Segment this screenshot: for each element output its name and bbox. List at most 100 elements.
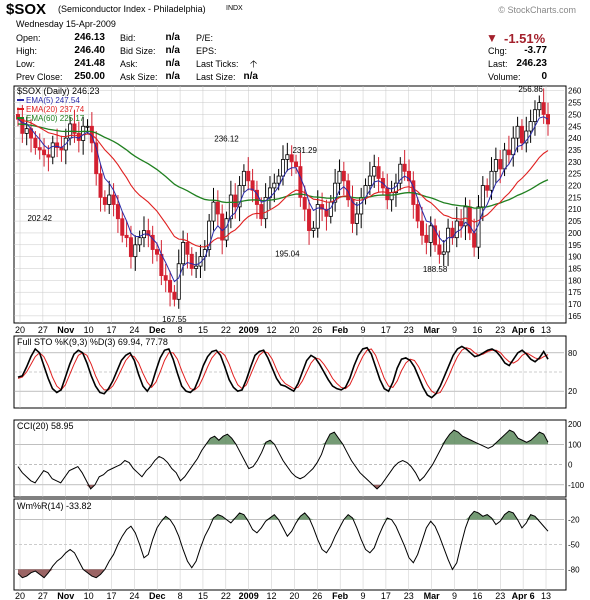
bottom-x-tick-label: 16: [472, 591, 482, 600]
x-tick-label: 8: [178, 325, 183, 335]
x-tick-label: 20: [289, 325, 299, 335]
candle-body: [446, 227, 451, 253]
candle-body: [172, 291, 177, 300]
candle-body: [85, 125, 90, 128]
candle-body: [302, 196, 307, 210]
bottom-x-tick-label: 23: [495, 591, 505, 600]
price-y-tick-label: 170: [568, 300, 582, 309]
candle-body: [389, 192, 394, 201]
stockcharts-credit[interactable]: © StockCharts.com: [498, 5, 576, 15]
price-y-tick-label: 190: [568, 253, 582, 262]
candle-body: [354, 213, 359, 224]
legend-label-0: EMA(5) 247.54: [26, 96, 80, 105]
candle-body: [350, 199, 355, 224]
prev-close-label: Prev Close:: [16, 72, 63, 82]
bottom-x-tick-label: 26: [312, 591, 322, 600]
candle-body: [398, 163, 403, 184]
x-tick-label: 15: [198, 325, 208, 335]
candle-body: [320, 204, 325, 210]
candle-body: [55, 142, 60, 149]
price-y-tick-label: 250: [568, 110, 582, 119]
x-tick-label: 22: [221, 325, 231, 335]
candle-body: [493, 159, 498, 172]
candle-body: [415, 204, 420, 222]
cci-y-tick-label: 200: [568, 420, 582, 429]
bottom-x-tick-label: 13: [541, 591, 551, 600]
candle-body: [502, 149, 507, 170]
bottom-x-tick-label: Dec: [149, 591, 166, 600]
candle-body: [276, 175, 281, 184]
candle-body: [420, 220, 425, 236]
candle-body: [20, 118, 25, 134]
candle-body: [372, 166, 377, 177]
low-value: 241.48: [74, 58, 105, 69]
ask-label: Ask:: [120, 59, 138, 69]
candle-body: [428, 225, 433, 243]
price-y-tick-label: 235: [568, 146, 582, 155]
bid-label: Bid:: [120, 33, 136, 43]
price-y-tick-label: 200: [568, 229, 582, 238]
ema5-line: [17, 116, 549, 283]
candle-body: [441, 251, 446, 255]
candle-body: [211, 201, 216, 222]
bottom-x-tick-label: 17: [381, 591, 391, 600]
candle-body: [185, 242, 190, 255]
bottom-x-tick-label: 15: [198, 591, 208, 600]
x-tick-label: Dec: [149, 325, 166, 335]
candle-body: [367, 175, 372, 186]
price-y-tick-label: 245: [568, 122, 582, 131]
candle-body: [207, 220, 212, 250]
candle-body: [424, 234, 429, 243]
down-triangle-icon: ▼: [486, 31, 498, 45]
x-tick-label: 9: [361, 325, 366, 335]
cci-line: [17, 429, 549, 490]
candle-body: [33, 137, 38, 149]
wmr-line: [17, 510, 549, 579]
bottom-x-tick-label: 20: [289, 591, 299, 600]
bottom-x-tick-label: 2009: [239, 591, 259, 600]
price-title: $SOX (Daily) 246.23: [17, 86, 100, 96]
x-tick-label: 12: [267, 325, 277, 335]
sto-y-tick-label: 20: [568, 387, 577, 396]
bottom-x-tick-label: 8: [178, 591, 183, 600]
price-y-tick-label: 210: [568, 205, 582, 214]
cci-y-tick-label: 0: [568, 461, 573, 470]
open-label: Open:: [16, 33, 41, 43]
candle-body: [259, 204, 264, 220]
candle-body: [163, 275, 168, 281]
candle-body: [485, 185, 490, 191]
candle-body: [94, 142, 99, 175]
volume-label: Volume:: [488, 72, 521, 82]
change-percent: -1.51%: [504, 31, 546, 46]
bottom-x-tick-label: Feb: [332, 591, 349, 600]
candle-body: [181, 242, 186, 265]
candle-body: [168, 279, 173, 293]
wmr-title: Wm%R(14) -33.82: [17, 501, 92, 511]
ask-value: n/a: [165, 58, 180, 69]
candle-body: [298, 166, 303, 198]
bottom-x-tick-label: 24: [129, 591, 139, 600]
chg-value: -3.77: [524, 45, 547, 56]
low-label: Low:: [16, 59, 36, 69]
cci-overbought-fill: [18, 430, 548, 445]
candle-body: [98, 173, 103, 198]
price-y-tick-label: 220: [568, 182, 582, 191]
x-tick-label: Feb: [332, 325, 349, 335]
candle-body: [532, 109, 537, 122]
price-y-tick-label: 205: [568, 217, 582, 226]
price-y-tick-label: 195: [568, 241, 582, 250]
candle-body: [150, 234, 155, 250]
candle-body: [37, 147, 42, 151]
x-tick-label: 23: [495, 325, 505, 335]
price-annotation: 167.55: [162, 315, 187, 324]
candle-body: [107, 194, 112, 205]
x-tick-label: Mar: [424, 325, 441, 335]
bottom-x-tick-label: 12: [267, 591, 277, 600]
open-value: 246.13: [74, 32, 105, 43]
exchange-label: INDX: [226, 5, 243, 12]
candle-body: [124, 234, 129, 239]
candle-body: [315, 204, 320, 229]
candle-body: [42, 149, 47, 156]
candle-body: [472, 232, 477, 248]
up-arrow-icon: 🡡: [250, 59, 258, 70]
